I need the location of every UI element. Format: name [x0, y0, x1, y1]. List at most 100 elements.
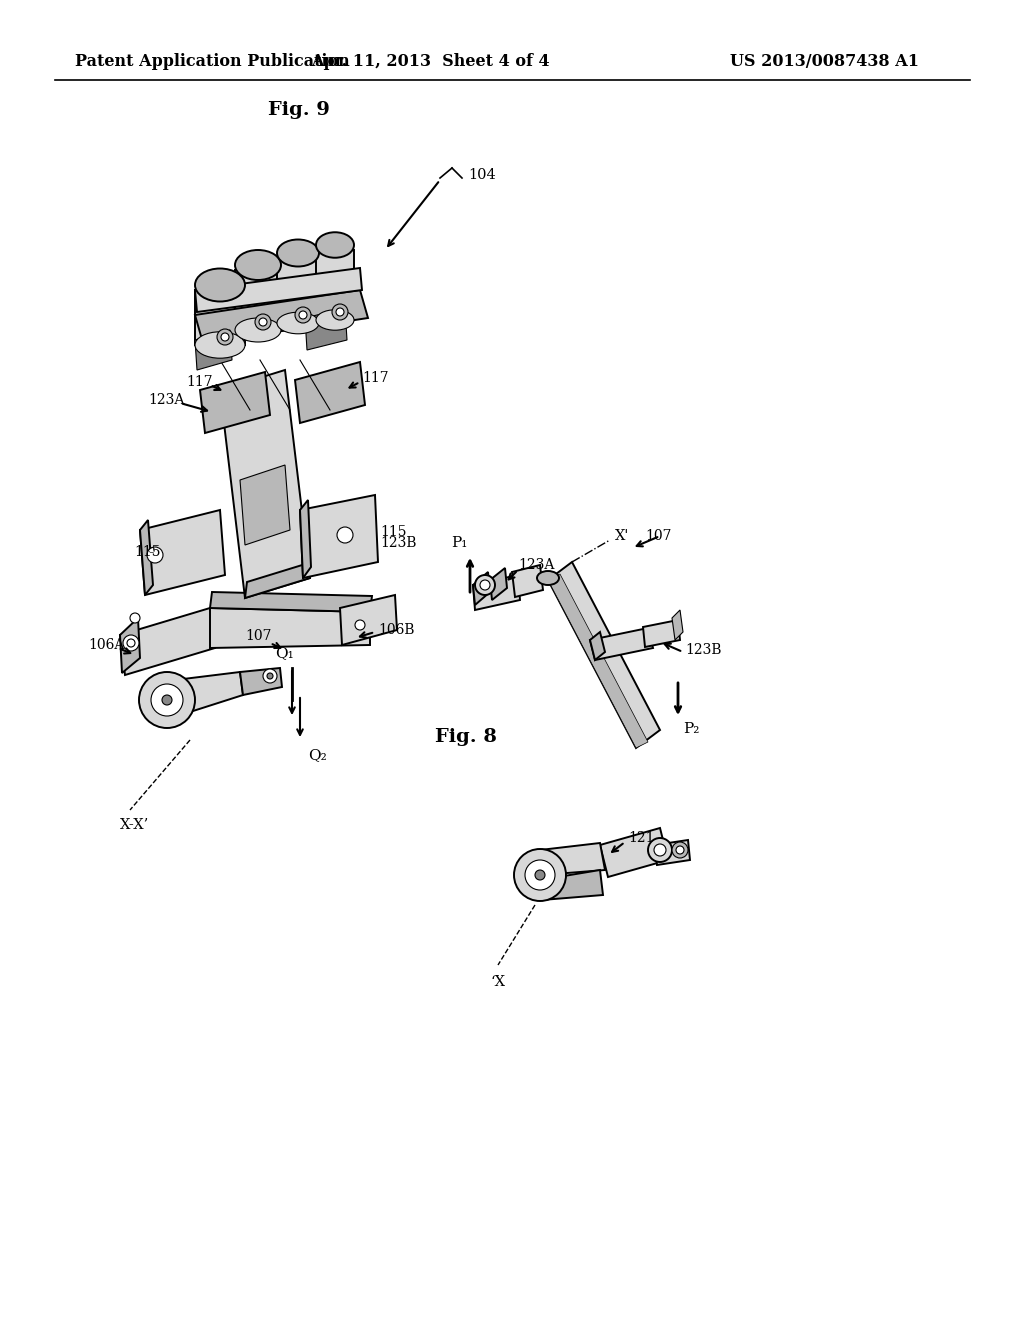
Ellipse shape — [537, 572, 559, 585]
Polygon shape — [590, 628, 653, 660]
Polygon shape — [278, 257, 319, 323]
Polygon shape — [140, 510, 225, 595]
Circle shape — [672, 842, 688, 858]
Circle shape — [259, 318, 267, 326]
Circle shape — [514, 849, 566, 902]
Text: 107: 107 — [645, 529, 672, 543]
Polygon shape — [672, 610, 683, 640]
Polygon shape — [655, 840, 690, 865]
Text: Apr. 11, 2013  Sheet 4 of 4: Apr. 11, 2013 Sheet 4 of 4 — [310, 54, 549, 70]
Text: P₁: P₁ — [451, 536, 467, 550]
Polygon shape — [245, 562, 312, 598]
Text: 123B: 123B — [685, 643, 722, 657]
Polygon shape — [240, 668, 282, 696]
Polygon shape — [120, 609, 215, 675]
Polygon shape — [120, 618, 140, 673]
Circle shape — [475, 576, 495, 595]
Text: 106A: 106A — [88, 638, 124, 652]
Text: P₂: P₂ — [683, 722, 699, 737]
Text: Q₁: Q₁ — [275, 645, 294, 660]
Circle shape — [332, 304, 348, 319]
Text: Fig. 8: Fig. 8 — [435, 727, 497, 746]
Polygon shape — [295, 362, 365, 422]
Circle shape — [648, 838, 672, 862]
Text: Fig. 9: Fig. 9 — [268, 100, 330, 119]
Ellipse shape — [195, 268, 245, 301]
Text: 115: 115 — [380, 525, 407, 539]
Circle shape — [299, 312, 307, 319]
Text: 121: 121 — [628, 832, 654, 845]
Circle shape — [525, 861, 555, 890]
Text: X': X' — [615, 529, 630, 543]
Polygon shape — [490, 568, 507, 601]
Text: Q₂: Q₂ — [308, 748, 327, 762]
Circle shape — [480, 579, 490, 590]
Polygon shape — [548, 562, 660, 748]
Ellipse shape — [316, 232, 354, 257]
Polygon shape — [473, 572, 490, 605]
Polygon shape — [473, 576, 520, 610]
Polygon shape — [200, 372, 270, 433]
Circle shape — [535, 870, 545, 880]
Circle shape — [542, 572, 554, 583]
Text: 123A: 123A — [148, 393, 184, 407]
Text: 107: 107 — [245, 630, 271, 643]
Polygon shape — [340, 595, 397, 645]
Text: Patent Application Publication: Patent Application Publication — [75, 54, 350, 70]
Polygon shape — [195, 268, 362, 312]
Polygon shape — [305, 308, 347, 350]
Circle shape — [263, 669, 278, 682]
Text: 115: 115 — [134, 545, 161, 558]
Polygon shape — [240, 465, 290, 545]
Polygon shape — [300, 500, 311, 578]
Circle shape — [267, 673, 273, 678]
Polygon shape — [195, 330, 232, 370]
Polygon shape — [300, 495, 378, 578]
Circle shape — [217, 329, 233, 345]
Circle shape — [130, 612, 140, 623]
Polygon shape — [540, 870, 603, 900]
Circle shape — [147, 546, 163, 564]
Ellipse shape — [234, 318, 281, 342]
Text: 117: 117 — [186, 375, 213, 389]
Polygon shape — [234, 271, 281, 330]
Ellipse shape — [316, 310, 354, 330]
Text: US 2013/0087438 A1: US 2013/0087438 A1 — [730, 54, 919, 70]
Polygon shape — [195, 290, 368, 343]
Circle shape — [162, 696, 172, 705]
Polygon shape — [195, 290, 245, 345]
Text: 123B: 123B — [380, 536, 417, 550]
Polygon shape — [548, 574, 648, 748]
Polygon shape — [210, 591, 372, 612]
Ellipse shape — [234, 249, 281, 280]
Ellipse shape — [195, 331, 245, 358]
Polygon shape — [167, 672, 243, 719]
Circle shape — [151, 684, 183, 715]
Text: ‘X: ‘X — [490, 975, 505, 989]
Text: X-X’: X-X’ — [120, 818, 150, 832]
Circle shape — [654, 843, 666, 855]
Text: ○: ○ — [148, 546, 156, 554]
Polygon shape — [600, 828, 668, 876]
Circle shape — [295, 308, 311, 323]
Polygon shape — [316, 249, 354, 319]
Circle shape — [139, 672, 195, 729]
Polygon shape — [140, 520, 153, 595]
Text: 123A: 123A — [518, 558, 554, 572]
Circle shape — [127, 639, 135, 647]
Polygon shape — [590, 632, 605, 660]
Ellipse shape — [278, 239, 319, 267]
Circle shape — [336, 308, 344, 315]
Polygon shape — [512, 565, 543, 597]
Circle shape — [676, 846, 684, 854]
Text: 104: 104 — [468, 168, 496, 182]
Polygon shape — [220, 370, 310, 598]
Circle shape — [255, 314, 271, 330]
Text: 106B: 106B — [378, 623, 415, 638]
Polygon shape — [540, 843, 605, 875]
Polygon shape — [643, 620, 680, 647]
Ellipse shape — [278, 313, 319, 334]
Circle shape — [123, 635, 139, 651]
Circle shape — [337, 527, 353, 543]
Polygon shape — [210, 609, 370, 648]
